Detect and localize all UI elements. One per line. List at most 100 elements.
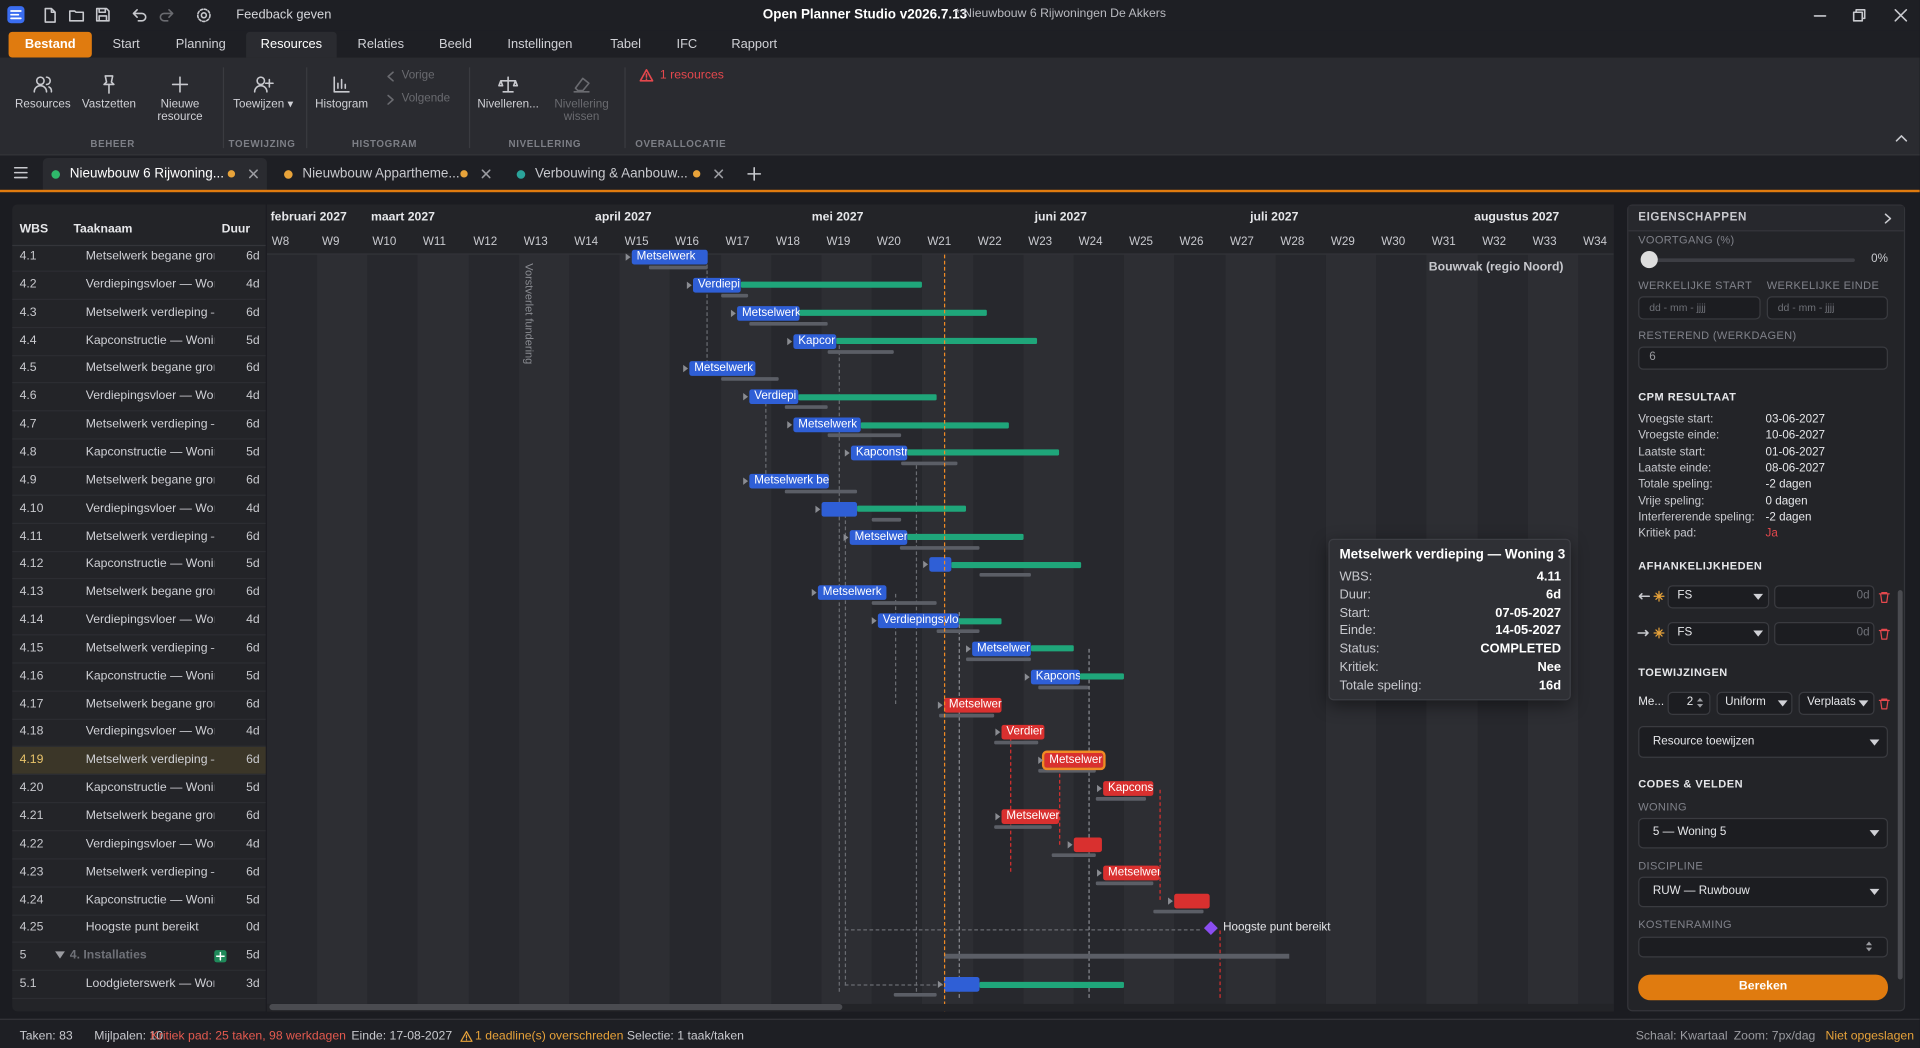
menu-tab[interactable]: Relaties (357, 36, 405, 52)
task-bar[interactable]: Kapcons (1103, 781, 1154, 797)
sidebar-toggle[interactable] (13, 166, 28, 179)
tooltip-label: Einde: (1339, 623, 1376, 639)
ribbon-button[interactable]: Histogram (315, 97, 369, 112)
task-bar[interactable]: Metselwer (1041, 750, 1106, 771)
menu-tab[interactable]: IFC (676, 36, 698, 52)
close-tab[interactable] (481, 169, 491, 179)
delete-button[interactable] (1878, 628, 1890, 640)
menu-tab[interactable]: Tabel (610, 36, 642, 52)
dependency-direction-part (1637, 629, 1649, 637)
new-file-icon[interactable] (43, 7, 58, 23)
maximize-button[interactable] (1852, 8, 1866, 22)
task-bar[interactable]: Metselwer (972, 641, 1031, 657)
save-icon[interactable] (95, 7, 111, 22)
menu-tab[interactable]: Resources (260, 36, 323, 52)
select-chevron-part (1753, 630, 1764, 637)
units-input[interactable] (1667, 691, 1711, 716)
task-bar[interactable]: Metselwer (1001, 809, 1060, 824)
task-bar[interactable]: Verdiepingsvlo (877, 613, 959, 629)
week-label: W29 (1330, 235, 1355, 249)
h-scrollbar-thumb[interactable] (269, 1003, 843, 1011)
ribbon-button-icon[interactable] (33, 75, 53, 95)
row-divider (12, 914, 266, 916)
settings-icon[interactable] (196, 7, 212, 23)
delete-button[interactable] (1878, 698, 1890, 710)
code-select[interactable] (1638, 817, 1888, 849)
cpm-label: Laatste start: (1638, 445, 1706, 459)
ribbon-button-icon[interactable] (170, 75, 190, 95)
delete-button[interactable] (1878, 591, 1890, 603)
cost-input[interactable] (1638, 936, 1888, 958)
task-bar-label: Metselwer (1006, 809, 1060, 823)
ribbon-button-icon[interactable] (332, 75, 352, 95)
task-bar-label: Kapcor (798, 333, 836, 348)
task-bar[interactable]: Kapcor (793, 333, 837, 349)
add-task[interactable] (214, 950, 227, 963)
calculate-button[interactable] (1638, 974, 1888, 1001)
menu-tab[interactable]: Start (112, 36, 140, 52)
mode-select[interactable] (1798, 691, 1875, 716)
task-bar[interactable] (1174, 893, 1210, 908)
document-tab-title: Nieuwbouw Appartheme... (302, 166, 460, 182)
task-bar[interactable]: Metselwerk (793, 417, 861, 433)
task-bar[interactable]: Metselwer (943, 697, 1002, 713)
task-bar[interactable] (821, 501, 858, 517)
task-bar[interactable]: Metselwerk be (749, 473, 829, 489)
minimize-button[interactable] (1813, 9, 1827, 22)
profile-select[interactable] (1716, 691, 1793, 716)
open-folder-icon[interactable] (68, 7, 86, 23)
undo-icon[interactable] (132, 7, 148, 22)
ribbon-button[interactable]: Nieuwe resource (157, 97, 203, 124)
task-bar[interactable]: Metselwerk (689, 361, 756, 377)
remaining-input[interactable] (1638, 346, 1888, 370)
menu-tab[interactable]: Instellingen (507, 36, 573, 52)
task-bar[interactable]: Metselwer (1103, 865, 1160, 880)
baseline-bar (936, 629, 980, 634)
task-bar[interactable]: Metselwerk (737, 305, 800, 321)
panel-collapse[interactable] (1884, 213, 1892, 224)
dependency-type-select[interactable] (1667, 585, 1770, 609)
ribbon-button[interactable]: Toewijzen ▾ (233, 97, 294, 112)
ribbon-button-icon[interactable] (498, 75, 519, 95)
date-input[interactable] (1766, 296, 1888, 320)
date-input[interactable] (1638, 296, 1761, 320)
ribbon-button[interactable]: Nivelleren... (477, 97, 539, 112)
assign-resource-select[interactable] (1638, 726, 1888, 758)
progress-knob[interactable] (1640, 250, 1658, 269)
lag-input[interactable] (1774, 585, 1875, 609)
new-tab[interactable] (747, 166, 762, 181)
ribbon-button[interactable]: Vastzetten (81, 97, 137, 112)
task-bar[interactable] (943, 977, 980, 992)
task-bar[interactable]: Verdiepi (692, 277, 741, 293)
collapse-group[interactable] (55, 951, 65, 961)
task-bar[interactable]: Metselwerk (817, 585, 887, 601)
task-bar[interactable] (1073, 837, 1102, 852)
week-label: W14 (574, 235, 599, 249)
collapse-ribbon[interactable] (1895, 133, 1908, 142)
section-title: CPM RESULTAAT (1638, 390, 1737, 403)
ribbon-button-icon[interactable] (253, 75, 274, 95)
overallocation-warning[interactable]: 1 resources (659, 68, 724, 83)
ribbon-button-icon[interactable] (99, 75, 119, 95)
file-menu-button[interactable] (8, 31, 92, 58)
task-bar[interactable]: Kapcons (1030, 669, 1080, 685)
lag-input[interactable] (1774, 621, 1875, 646)
menu-tab[interactable]: Beeld (439, 36, 472, 52)
menu-tab[interactable]: Rapport (731, 36, 778, 52)
ribbon-button[interactable]: Resources (15, 97, 71, 112)
feedback-button[interactable]: Feedback geven (236, 7, 332, 23)
code-select[interactable] (1638, 876, 1888, 908)
dependency-type-select[interactable] (1667, 621, 1770, 646)
task-bar[interactable] (929, 557, 952, 573)
task-bar[interactable]: Kapconstr (850, 445, 908, 461)
panel-scrollbar[interactable] (1897, 590, 1903, 980)
task-bar[interactable]: Metselwerk (631, 249, 708, 265)
task-bar[interactable]: Verdiepi (749, 389, 799, 405)
menu-tab[interactable]: Planning (175, 36, 226, 52)
close-tab[interactable] (714, 169, 724, 179)
close-tab[interactable] (248, 169, 259, 179)
close-button[interactable] (1894, 8, 1908, 22)
task-bar[interactable]: Verdier (1001, 725, 1045, 741)
task-bar[interactable]: Metselwer (849, 529, 908, 545)
calculate-label[interactable]: Bereken (1738, 979, 1788, 993)
